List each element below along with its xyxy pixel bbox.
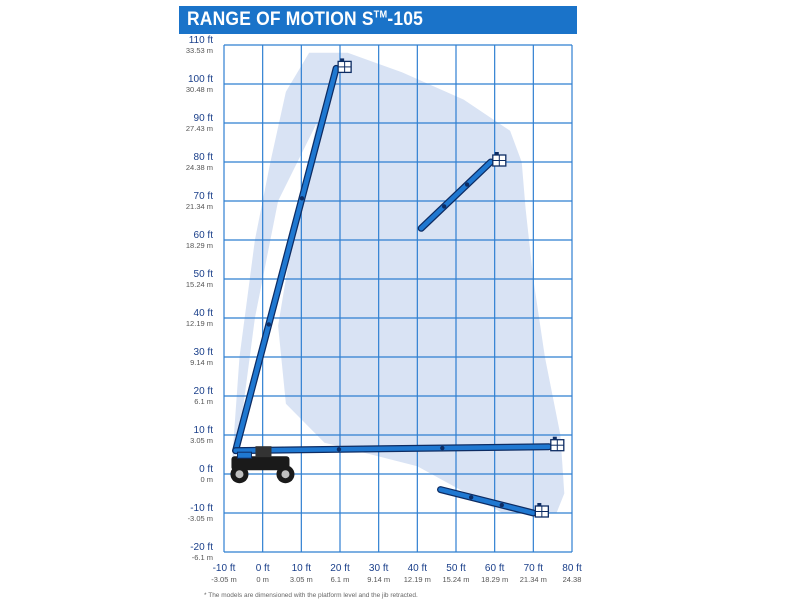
boom-joint bbox=[468, 495, 474, 500]
platform-basket bbox=[337, 58, 352, 74]
y-tick-label-m: -6.1 m bbox=[192, 553, 213, 562]
x-tick-label-m: 15.24 m bbox=[442, 575, 469, 584]
x-tick-label-ft: 20 ft bbox=[330, 563, 350, 574]
basket-control bbox=[494, 152, 499, 155]
y-tick-label-ft: 50 ft bbox=[194, 269, 214, 280]
basket-control bbox=[552, 436, 557, 440]
x-tick-label-ft: 50 ft bbox=[446, 563, 466, 574]
x-tick-label-ft: -10 ft bbox=[213, 563, 236, 574]
boom-max-horizontal bbox=[232, 436, 565, 455]
x-tick-label-m: -3.05 m bbox=[211, 575, 236, 584]
counterweight bbox=[255, 446, 272, 458]
y-tick-label-ft: 110 ft bbox=[189, 35, 213, 46]
y-tick-label-ft: 70 ft bbox=[194, 191, 214, 202]
boom-max-height bbox=[232, 58, 352, 455]
platform-basket bbox=[534, 503, 549, 518]
y-tick-label-m: 15.24 m bbox=[186, 280, 213, 289]
y-tick-label-m: 3.05 m bbox=[190, 436, 213, 445]
boom-joint bbox=[336, 447, 342, 452]
x-tick-label-ft: 80 ft bbox=[562, 563, 582, 574]
y-tick-label-ft: 40 ft bbox=[194, 308, 214, 319]
x-tick-label-ft: 60 ft bbox=[485, 563, 505, 574]
booms bbox=[232, 58, 565, 518]
title-bar: RANGE OF MOTION STM-105 bbox=[179, 6, 577, 34]
boom-section bbox=[233, 66, 339, 453]
x-axis-labels: -10 ft-3.05 m 0 ft0 m 10 ft3.05 m 20 ft6.1 … bbox=[211, 563, 582, 584]
boom-section bbox=[438, 487, 536, 516]
basket-control bbox=[537, 503, 542, 506]
x-tick-label-m: 9.14 m bbox=[367, 575, 390, 584]
y-tick-label-m: 18.29 m bbox=[186, 241, 213, 250]
y-tick-label-ft: 0 ft bbox=[199, 464, 213, 475]
y-tick-label-m: 6.1 m bbox=[194, 397, 213, 406]
footnote: * The models are dimensioned with the pl… bbox=[204, 592, 418, 599]
boom-below-grade bbox=[437, 486, 549, 518]
y-tick-label-ft: 80 ft bbox=[194, 152, 214, 163]
x-tick-label-ft: 70 ft bbox=[524, 563, 544, 574]
boom-joint bbox=[499, 502, 504, 508]
y-tick-label-m: 27.43 m bbox=[186, 124, 213, 133]
x-tick-label-ft: 10 ft bbox=[292, 563, 312, 574]
y-tick-label-ft: 20 ft bbox=[194, 386, 214, 397]
y-tick-label-m: 21.34 m bbox=[186, 202, 213, 211]
boom-joint bbox=[464, 182, 470, 187]
boom-joint bbox=[266, 322, 271, 327]
boom-joint bbox=[299, 196, 305, 201]
boom-joint bbox=[441, 204, 447, 209]
x-tick-label-ft: 40 ft bbox=[408, 563, 428, 574]
y-tick-label-m: 33.53 m bbox=[186, 46, 213, 55]
x-tick-label-ft: 0 ft bbox=[256, 563, 270, 574]
wheel-hub bbox=[281, 470, 290, 479]
y-tick-label-m: -3.05 m bbox=[188, 514, 213, 523]
trademark-mark: TM bbox=[373, 9, 388, 21]
boom-joint bbox=[440, 445, 445, 451]
y-tick-label-ft: 60 ft bbox=[194, 230, 214, 241]
y-tick-label-ft: 90 ft bbox=[194, 113, 214, 124]
y-tick-label-m: 30.48 m bbox=[186, 85, 213, 94]
y-tick-label-ft: -20 ft bbox=[190, 542, 213, 553]
x-tick-label-m: 3.05 m bbox=[290, 575, 313, 584]
x-tick-label-m: 6.1 m bbox=[331, 575, 350, 584]
y-tick-label-m: 9.14 m bbox=[190, 358, 213, 367]
chassis-body bbox=[231, 456, 290, 471]
y-tick-label-ft: -10 ft bbox=[190, 503, 213, 514]
wheel-hub bbox=[235, 470, 244, 479]
x-tick-label-m: 21.34 m bbox=[520, 575, 547, 584]
boom-section bbox=[418, 159, 494, 231]
x-tick-label-m: 0 m bbox=[256, 575, 269, 584]
page-title: RANGE OF MOTION STM-105 bbox=[187, 9, 423, 31]
x-tick-label-m: 12.19 m bbox=[404, 575, 431, 584]
boom-section bbox=[233, 444, 552, 453]
x-tick-label-m: 24.38 bbox=[563, 575, 582, 584]
x-tick-label-ft: 30 ft bbox=[369, 563, 389, 574]
machine bbox=[230, 446, 295, 484]
y-tick-label-m: 0 m bbox=[200, 475, 213, 484]
y-tick-label-m: 12.19 m bbox=[186, 319, 213, 328]
platform-basket bbox=[492, 152, 507, 167]
boom-mid-extension bbox=[417, 152, 507, 232]
title-main: RANGE OF MOTION S bbox=[187, 9, 374, 30]
turntable bbox=[236, 451, 252, 459]
platform-basket bbox=[550, 436, 565, 452]
x-tick-label-m: 18.29 m bbox=[481, 575, 508, 584]
y-tick-label-ft: 10 ft bbox=[194, 425, 214, 436]
y-tick-label-ft: 30 ft bbox=[194, 347, 214, 358]
y-tick-label-m: 24.38 m bbox=[186, 163, 213, 172]
title-model: -105 bbox=[387, 9, 424, 30]
basket-control bbox=[340, 58, 345, 62]
y-tick-label-ft: 100 ft bbox=[188, 74, 213, 85]
